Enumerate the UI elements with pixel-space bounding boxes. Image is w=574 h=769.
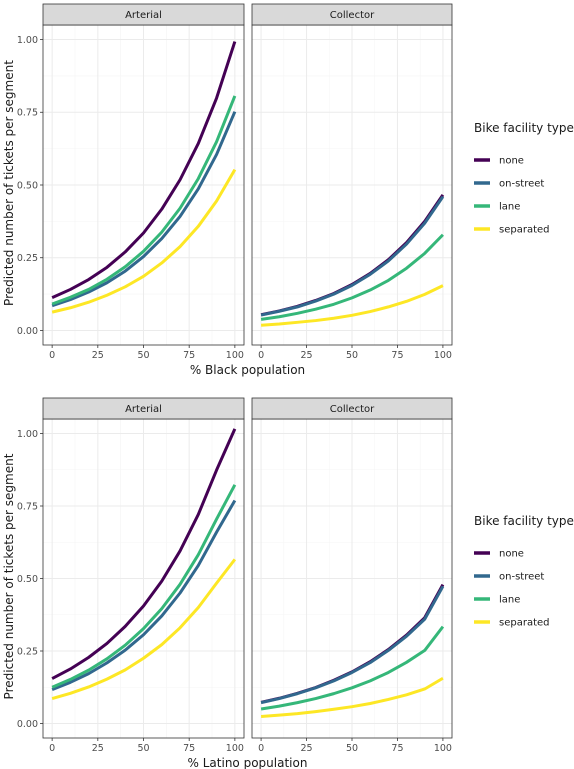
y-tick-label: 0.00 bbox=[17, 719, 38, 730]
series-line-lane bbox=[51, 484, 237, 689]
legend-title: Bike facility type bbox=[474, 514, 574, 528]
x-tick-label: 0 bbox=[49, 743, 55, 754]
y-tick-label: 1.00 bbox=[17, 429, 38, 440]
x-tick-label: 50 bbox=[346, 350, 358, 361]
facet-strip bbox=[251, 3, 453, 26]
x-tick-label: 0 bbox=[49, 350, 55, 361]
x-tick-label: 25 bbox=[92, 350, 104, 361]
series-line-separated bbox=[260, 284, 444, 327]
x-tick-label: 50 bbox=[137, 350, 149, 361]
x-tick-label: 0 bbox=[258, 350, 264, 361]
y-tick-label: 0.25 bbox=[17, 646, 38, 657]
x-tick-label: 25 bbox=[300, 350, 312, 361]
legend-label-on-street: on-street bbox=[499, 179, 544, 190]
facet-label: Arterial bbox=[125, 404, 162, 415]
x-tick-label: 50 bbox=[137, 743, 149, 754]
y-tick-label: 0.75 bbox=[17, 501, 38, 512]
y-tick-label: 0.50 bbox=[17, 180, 38, 191]
legend-label-lane: lane bbox=[499, 202, 520, 213]
series-line-lane bbox=[260, 233, 444, 321]
x-tick-label: 100 bbox=[434, 743, 452, 754]
facet-strip bbox=[42, 3, 245, 26]
x-axis-title: % Latino population bbox=[188, 756, 308, 769]
series-line-lane bbox=[51, 95, 237, 306]
legend-label-lane: lane bbox=[499, 595, 520, 606]
x-tick-label: 0 bbox=[258, 743, 264, 754]
chart-1: Arterial 0 25 50 75 100 0.00 0.25 0.50 0.75 1.00 Co… bbox=[2, 3, 574, 377]
legend-label-none: none bbox=[499, 156, 524, 167]
chart-2: Arterial 0 25 50 75 100 0.00 0.25 0.50 0.75 1.00 Co… bbox=[2, 397, 574, 769]
series-line-lane bbox=[260, 625, 445, 711]
panel-collector: Collector 0 25 50 75 100 bbox=[251, 3, 453, 361]
legend-label-on-street: on-street bbox=[499, 572, 544, 583]
y-tick-label: 1.00 bbox=[17, 35, 38, 46]
panel-collector: Collector 0 25 50 75 100 bbox=[251, 397, 453, 754]
y-axis-title: Predicted number of tickets per segment bbox=[2, 60, 16, 306]
series-line-none bbox=[51, 41, 237, 299]
y-tick-label: 0.75 bbox=[17, 108, 38, 119]
facet-label: Collector bbox=[330, 10, 375, 21]
x-axis-title: % Black population bbox=[190, 363, 305, 377]
facet-label: Collector bbox=[330, 404, 375, 415]
x-tick-label: 100 bbox=[226, 743, 244, 754]
series-line-separated bbox=[51, 558, 237, 701]
x-tick-label: 25 bbox=[92, 743, 104, 754]
legend-label-none: none bbox=[499, 549, 524, 560]
x-tick-label: 75 bbox=[183, 350, 195, 361]
panel-arterial: Arterial 0 25 50 75 100 0.00 0.25 0.50 0.75 1.00 bbox=[17, 3, 245, 361]
facet-label: Arterial bbox=[125, 10, 162, 21]
legend: Bike facility type none on-street lane separ… bbox=[474, 121, 574, 236]
facet-strip bbox=[42, 397, 245, 420]
x-tick-label: 50 bbox=[346, 743, 358, 754]
series-line-separated bbox=[51, 168, 237, 314]
series-line-on-street bbox=[260, 585, 445, 705]
y-tick-label: 0.00 bbox=[17, 326, 38, 337]
legend-label-separated: separated bbox=[499, 618, 550, 629]
series-line-on-street bbox=[51, 111, 237, 308]
facet-strip bbox=[251, 397, 453, 420]
x-tick-label: 75 bbox=[391, 350, 403, 361]
series-line-on-street bbox=[51, 499, 237, 691]
series-line-separated bbox=[260, 676, 444, 719]
x-tick-label: 75 bbox=[183, 743, 195, 754]
legend: Bike facility type none on-street lane separ… bbox=[474, 514, 574, 629]
y-axis-title: Predicted number of tickets per segment bbox=[2, 453, 16, 699]
y-tick-label: 0.25 bbox=[17, 253, 38, 264]
x-tick-label: 100 bbox=[226, 350, 244, 361]
y-tick-label: 0.50 bbox=[17, 574, 38, 585]
x-tick-label: 25 bbox=[300, 743, 312, 754]
panel-arterial: Arterial 0 25 50 75 100 0.00 0.25 0.50 0.75 1.00 bbox=[17, 397, 245, 754]
x-tick-label: 100 bbox=[434, 350, 452, 361]
series-line-none bbox=[51, 428, 237, 680]
series-line-on-street bbox=[260, 195, 445, 317]
legend-label-separated: separated bbox=[499, 225, 550, 236]
x-tick-label: 75 bbox=[391, 743, 403, 754]
legend-title: Bike facility type bbox=[474, 121, 574, 135]
